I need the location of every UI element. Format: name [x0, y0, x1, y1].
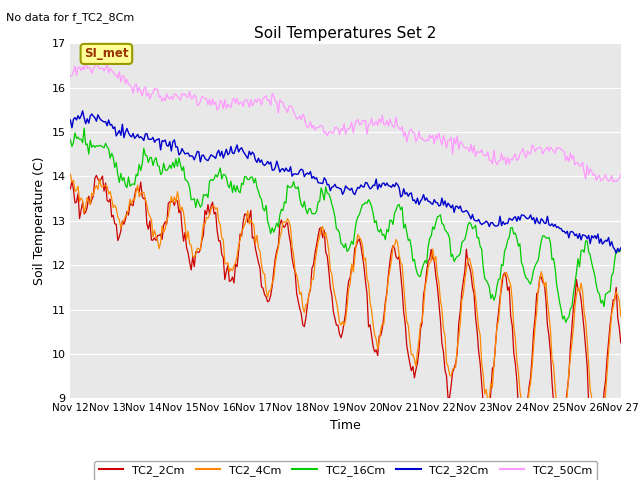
TC2_2Cm — [170, 203, 178, 208]
TC2_16Cm — [381, 237, 389, 242]
TC2_2Cm — [412, 367, 420, 372]
TC2_32Cm — [551, 222, 559, 228]
TC2_50Cm — [83, 66, 91, 72]
TC2_2Cm — [67, 186, 74, 192]
Line: TC2_2Cm: TC2_2Cm — [70, 175, 621, 472]
TC2_16Cm — [67, 137, 74, 143]
TC2_16Cm — [83, 141, 91, 147]
TC2_50Cm — [67, 73, 74, 79]
TC2_16Cm — [551, 265, 559, 271]
TC2_2Cm — [617, 340, 625, 346]
Line: TC2_50Cm: TC2_50Cm — [70, 60, 621, 182]
TC2_16Cm — [412, 265, 420, 271]
Title: Soil Temperatures Set 2: Soil Temperatures Set 2 — [255, 25, 436, 41]
TC2_16Cm — [170, 165, 178, 170]
TC2_16Cm — [81, 125, 88, 131]
TC2_2Cm — [93, 172, 100, 178]
TC2_50Cm — [551, 150, 559, 156]
TC2_50Cm — [400, 133, 408, 139]
Text: SI_met: SI_met — [84, 48, 129, 60]
TC2_4Cm — [411, 357, 419, 362]
TC2_50Cm — [617, 172, 625, 178]
TC2_32Cm — [381, 183, 389, 189]
TC2_4Cm — [169, 200, 177, 205]
TC2_50Cm — [381, 122, 389, 128]
TC2_4Cm — [380, 321, 388, 327]
Line: TC2_4Cm: TC2_4Cm — [70, 174, 621, 448]
TC2_4Cm — [398, 262, 406, 268]
TC2_2Cm — [400, 309, 408, 315]
TC2_4Cm — [67, 171, 74, 177]
TC2_32Cm — [400, 186, 408, 192]
X-axis label: Time: Time — [330, 419, 361, 432]
TC2_50Cm — [412, 139, 420, 144]
TC2_32Cm — [67, 117, 74, 123]
Legend: TC2_2Cm, TC2_4Cm, TC2_16Cm, TC2_32Cm, TC2_50Cm: TC2_2Cm, TC2_4Cm, TC2_16Cm, TC2_32Cm, TC… — [94, 461, 597, 480]
TC2_2Cm — [381, 299, 389, 305]
TC2_16Cm — [617, 248, 625, 253]
Line: TC2_16Cm: TC2_16Cm — [70, 128, 621, 322]
TC2_50Cm — [82, 57, 90, 63]
Line: TC2_32Cm: TC2_32Cm — [70, 111, 621, 253]
TC2_16Cm — [400, 225, 408, 231]
TC2_32Cm — [170, 137, 178, 143]
TC2_50Cm — [170, 91, 178, 97]
TC2_2Cm — [82, 209, 90, 215]
TC2_32Cm — [617, 245, 625, 251]
TC2_2Cm — [551, 419, 559, 425]
TC2_4Cm — [617, 313, 625, 319]
Text: No data for f_TC2_8Cm: No data for f_TC2_8Cm — [6, 12, 134, 23]
TC2_32Cm — [612, 250, 620, 256]
TC2_4Cm — [82, 203, 90, 209]
TC2_32Cm — [412, 201, 420, 206]
TC2_32Cm — [83, 116, 91, 121]
TC2_50Cm — [609, 179, 617, 185]
TC2_32Cm — [79, 108, 86, 114]
TC2_4Cm — [596, 445, 604, 451]
TC2_16Cm — [562, 319, 570, 325]
TC2_4Cm — [550, 362, 557, 368]
Y-axis label: Soil Temperature (C): Soil Temperature (C) — [33, 156, 46, 285]
TC2_2Cm — [593, 469, 600, 475]
